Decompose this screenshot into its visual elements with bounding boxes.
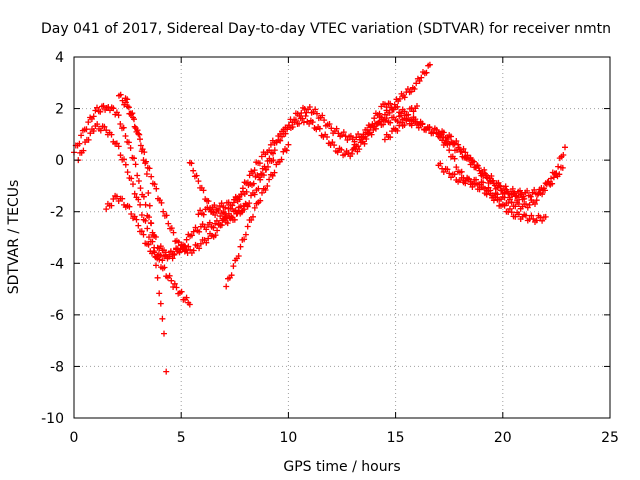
data-marker — [122, 95, 191, 256]
series-arc-11 — [381, 116, 528, 204]
x-axis-label: GPS time / hours — [283, 459, 400, 475]
y-tick-label: 2 — [55, 102, 64, 118]
data-marker — [186, 159, 251, 222]
series-arc-7 — [223, 141, 292, 290]
x-tick-label: 10 — [279, 430, 297, 446]
y-axis-label: SDTVAR / TECUs — [6, 180, 22, 295]
y-tick-label: 0 — [55, 153, 64, 169]
y-tick-label: 4 — [55, 50, 64, 66]
x-tick-label: 25 — [601, 430, 619, 446]
series-arc-4 — [116, 91, 170, 375]
data-marker — [116, 91, 170, 375]
series-arc-8 — [195, 157, 277, 218]
y-tick-label: -10 — [41, 411, 64, 427]
series-arc-12 — [349, 100, 420, 153]
x-tick-label: 5 — [177, 430, 186, 446]
y-tick-label: -8 — [50, 359, 64, 375]
plot-frame — [73, 56, 611, 419]
x-tick-label: 0 — [70, 430, 79, 446]
y-tick-label: -4 — [50, 256, 64, 272]
data-marker — [435, 144, 568, 212]
data-marker — [381, 116, 528, 204]
y-tick-label: -6 — [50, 308, 64, 324]
data-marker — [195, 157, 277, 218]
series-arc-5 — [122, 95, 191, 256]
y-tick-label: -2 — [50, 205, 64, 221]
x-tick-label: 20 — [494, 430, 512, 446]
data-marker — [223, 141, 292, 290]
axis-ticks: 0 5 10 15 20 25 -10 -8 -6 -4 -2 0 2 4 — [41, 50, 619, 446]
x-tick-label: 15 — [387, 430, 405, 446]
data-marker — [349, 100, 420, 153]
series-arc-10 — [435, 144, 568, 212]
data-points — [71, 61, 568, 375]
series-arc-6 — [186, 159, 251, 222]
chart-title: Day 041 of 2017, Sidereal Day-to-day VTE… — [41, 21, 611, 37]
